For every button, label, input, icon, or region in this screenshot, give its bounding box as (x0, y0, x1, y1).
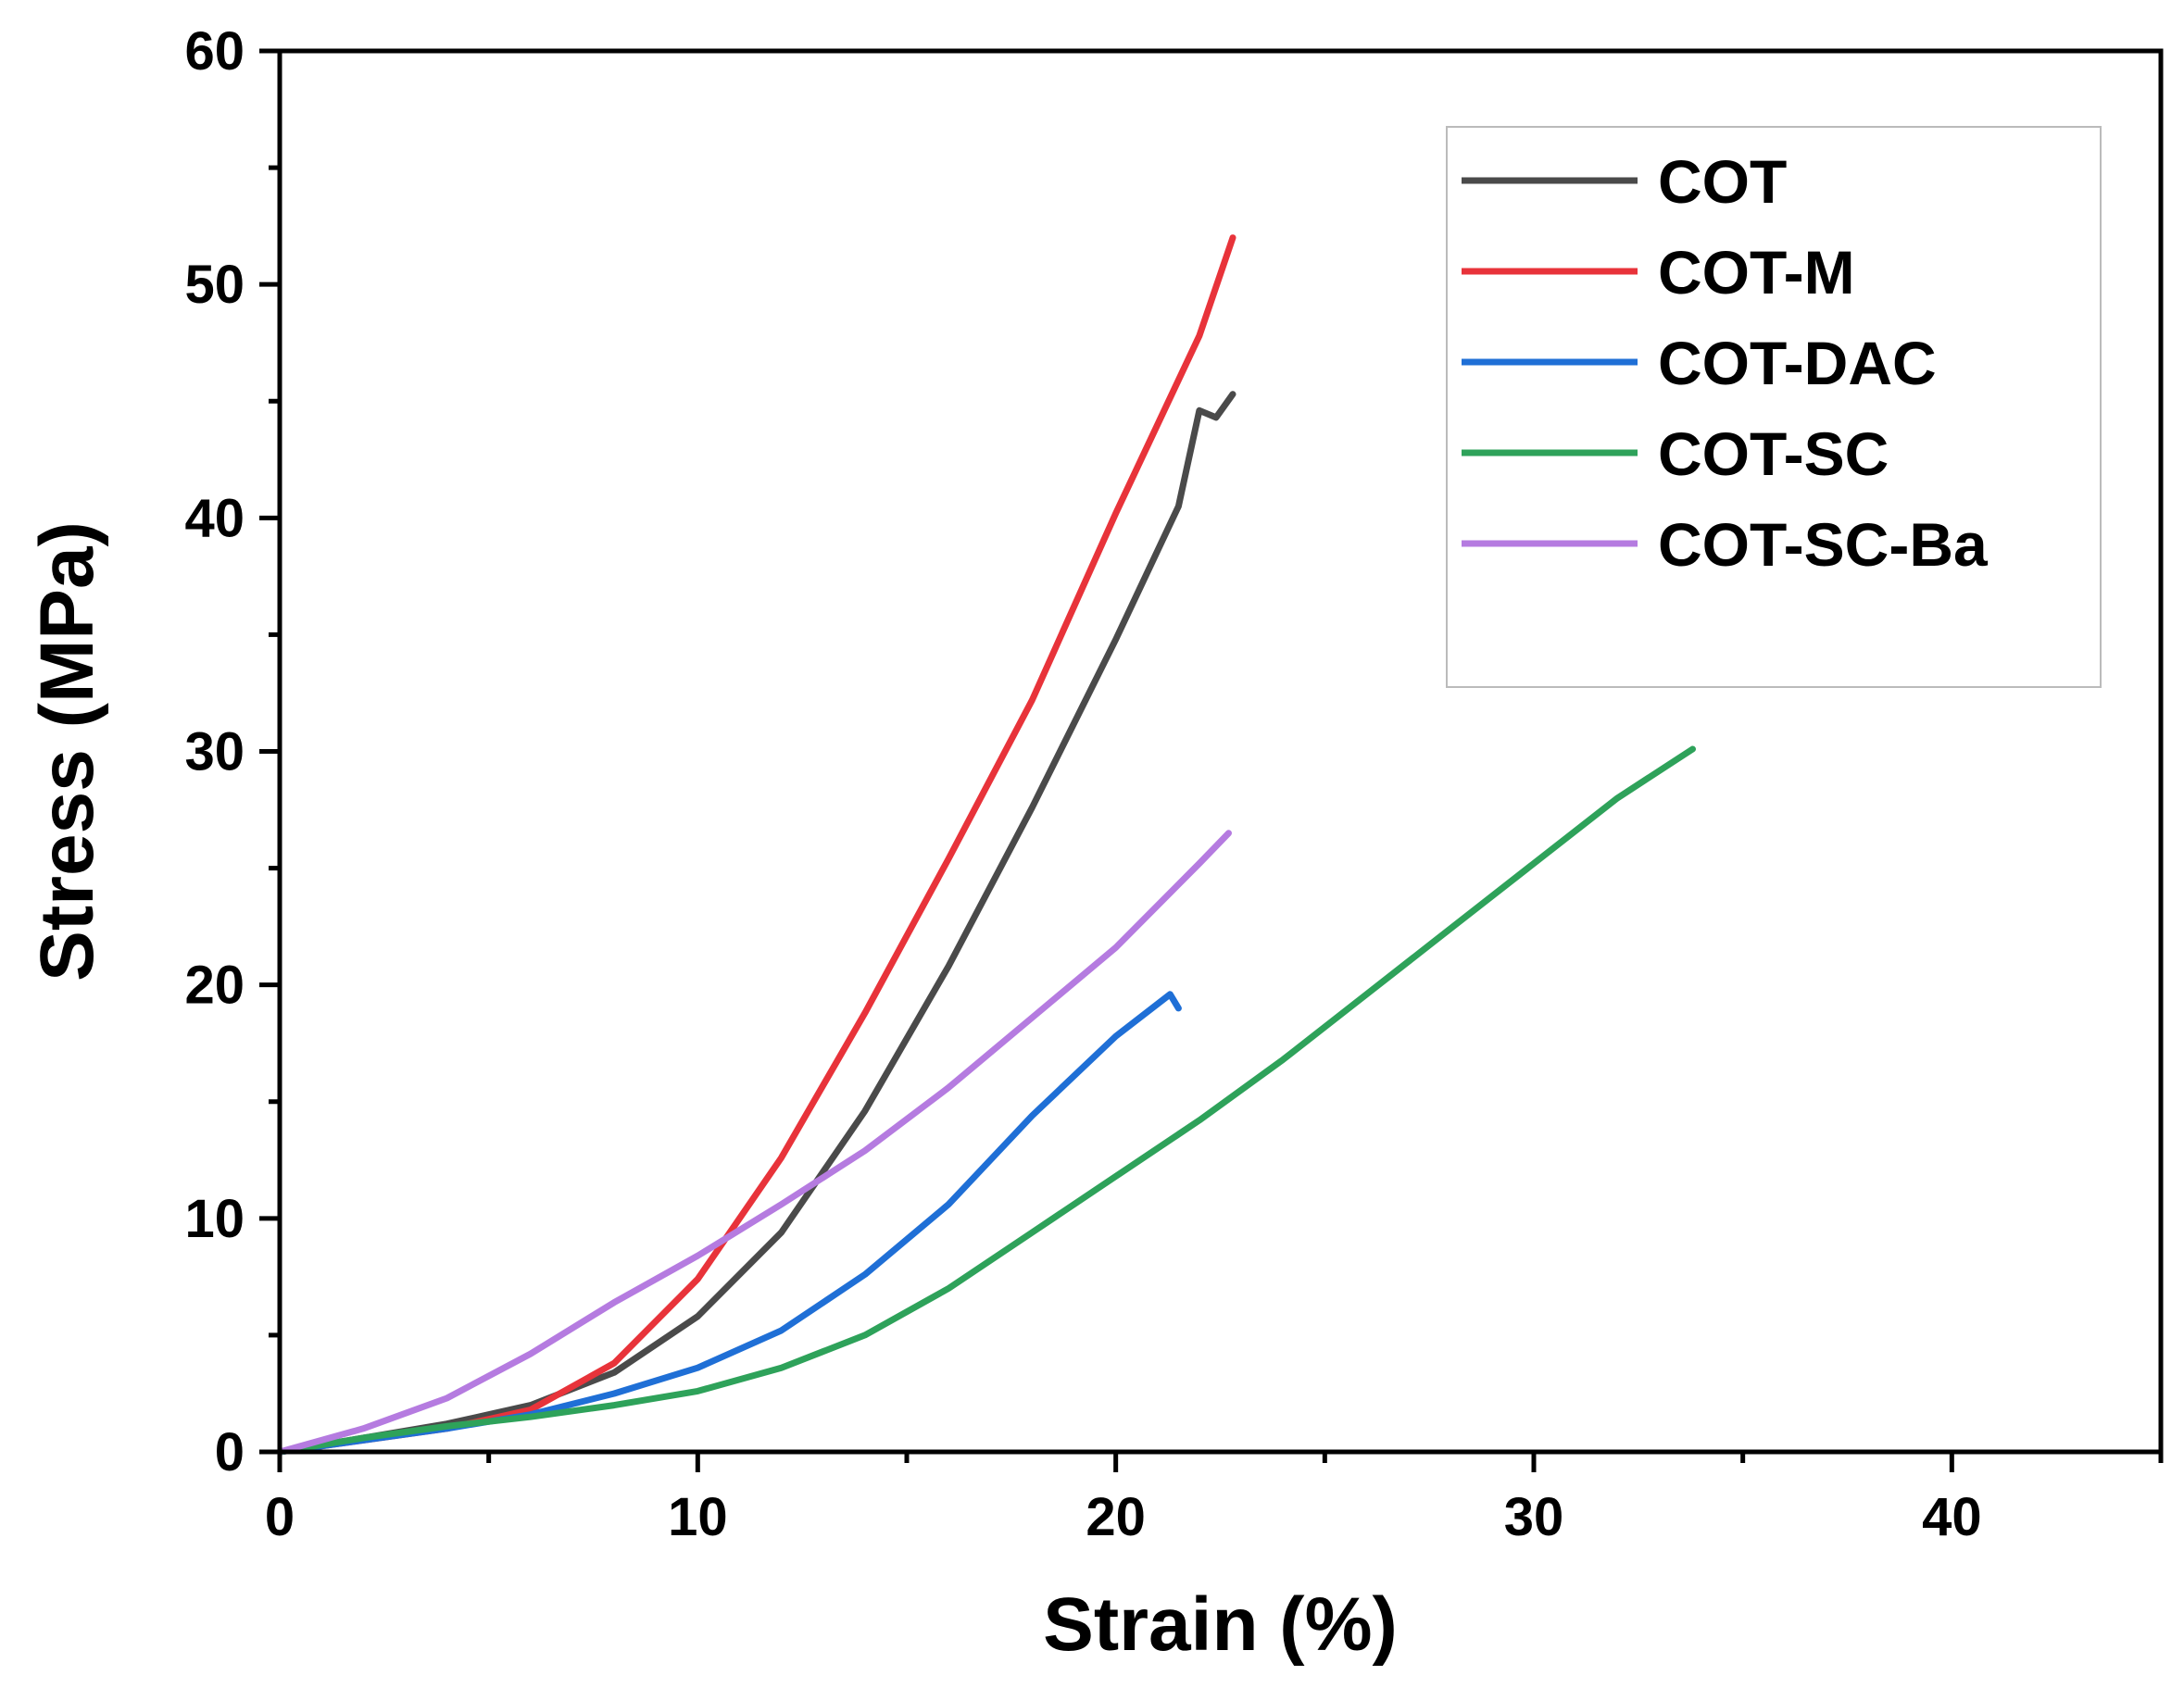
x-tick-label: 0 (265, 1487, 295, 1547)
series-line-cot-sc (276, 745, 1696, 1456)
legend-label: COT (1658, 147, 1787, 216)
series-line-cot (276, 391, 1236, 1456)
y-tick-label: 10 (184, 1189, 245, 1249)
legend: COT COT-M COT-DAC COT-SC COT-SC-Ba (1446, 126, 2102, 688)
legend-label: COT-DAC (1658, 329, 1937, 397)
y-tick-label: 60 (184, 21, 245, 81)
x-axis-title: Strain (%) (1043, 1582, 1398, 1667)
x-tick-label: 10 (668, 1487, 728, 1547)
legend-label: COT-SC-Ba (1658, 510, 1989, 579)
series-line-cot-m (276, 234, 1236, 1456)
legend-box (1446, 126, 2102, 688)
y-tick-label: 20 (184, 956, 245, 1016)
x-tick-label: 20 (1086, 1487, 1146, 1547)
y-tick-label: 40 (184, 488, 245, 548)
x-tick-label: 30 (1504, 1487, 1564, 1547)
legend-label: COT-M (1658, 238, 1855, 306)
y-tick-label: 50 (184, 255, 245, 315)
y-tick-label: 0 (215, 1422, 245, 1482)
series-layer (276, 234, 1696, 1456)
series-line-cot-sc-ba (276, 830, 1232, 1456)
y-tick-label: 30 (184, 722, 245, 782)
axes-layer: 0 10 20 30 40 0 10 20 30 40 50 60 (184, 21, 2164, 1547)
x-tick-label: 40 (1922, 1487, 1982, 1547)
y-axis-title: Stress (MPa) (25, 521, 109, 982)
legend-label: COT-SC (1658, 419, 1889, 488)
